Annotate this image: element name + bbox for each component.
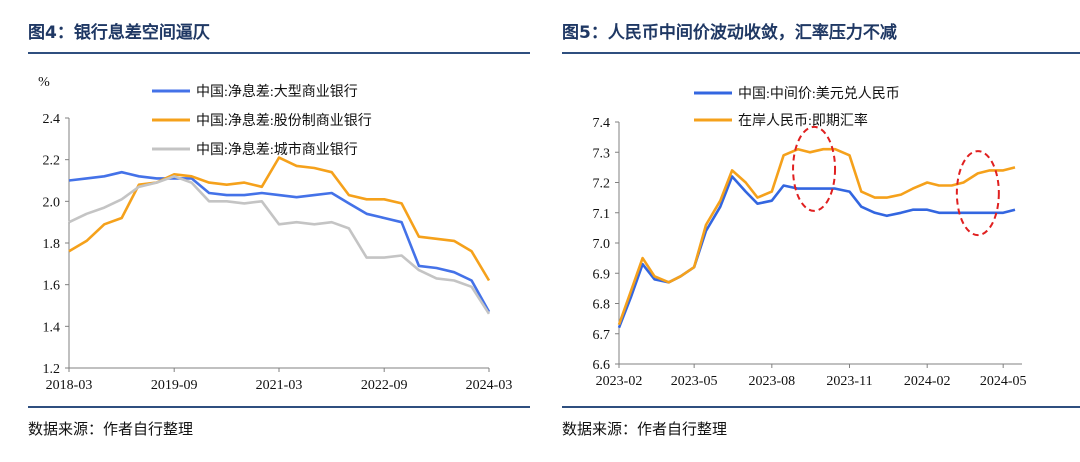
- highlight-ellipse: [792, 125, 837, 212]
- highlight-ellipse: [955, 150, 1000, 237]
- legend-label: 中国:净息差:股份制商业银行: [196, 112, 372, 129]
- legend-label: 中国:净息差:大型商业银行: [196, 83, 358, 100]
- x-tick-label: 2023-05: [671, 374, 718, 389]
- title-divider: [28, 52, 530, 54]
- series-line: [617, 147, 1016, 326]
- x-tick-label: 2023-11: [826, 374, 872, 389]
- series-line: [68, 175, 491, 315]
- right-panel: 图5：人民币中间价波动收敛，汇率压力不减 6.6 6.7 6.8 6.9 7.0 7.1 7…: [548, 0, 1080, 462]
- title-divider: [562, 52, 1080, 54]
- y-tick-label: 1.6: [43, 279, 61, 294]
- x-tick-label: 2023-02: [596, 374, 643, 389]
- y-tick-label: 1.8: [43, 237, 61, 252]
- y-tick-label: 7.1: [593, 207, 611, 222]
- y-tick-label: 6.7: [593, 328, 611, 343]
- y-tick-label: 2.4: [43, 112, 61, 127]
- x-tick-label: 2023-08: [748, 374, 795, 389]
- figure-title: 图4：银行息差空间逼仄: [28, 23, 210, 43]
- series-line: [68, 156, 491, 282]
- net-interest-margin-chart: 1.2 1.4 1.6 1.8 2.0 2.2 2.4% 2018-03 2019-09 2021…: [38, 75, 513, 393]
- x-tick-label: 2022-09: [361, 378, 408, 393]
- legend-label: 在岸人民币:即期汇率: [738, 112, 868, 129]
- rmb-exchange-rate-chart: 6.6 6.7 6.8 6.9 7.0 7.1 7.2 7.3 7.4 2023-02 2023-0…: [593, 86, 1027, 389]
- x-tick-label: 2019-09: [151, 378, 198, 393]
- legend-label: 中国:净息差:城市商业银行: [196, 141, 358, 158]
- source-divider: [562, 406, 1080, 408]
- y-tick-label: 1.4: [43, 320, 61, 335]
- x-tick-label: 2018-03: [46, 378, 93, 393]
- y-tick-label: 6.6: [593, 358, 611, 373]
- x-tick-label: 2024-05: [980, 374, 1027, 389]
- series-line: [617, 175, 1016, 329]
- y-tick-label: 2.2: [43, 154, 61, 169]
- source-divider: [28, 406, 530, 408]
- figure-title: 图5：人民币中间价波动收敛，汇率压力不减: [562, 23, 897, 43]
- y-tick-label: 7.4: [593, 116, 611, 131]
- source-note: 数据来源：作者自行整理: [562, 420, 728, 438]
- x-tick-label: 2021-03: [256, 378, 303, 393]
- y-tick-label: 6.9: [593, 267, 611, 282]
- y-axis-unit: %: [38, 75, 50, 90]
- legend-label: 中国:中间价:美元兑人民币: [738, 86, 900, 102]
- y-tick-label: 6.8: [593, 298, 611, 313]
- left-panel: 图4：银行息差空间逼仄 1.2 1.4 1.6 1.8 2.0 2.2 2.4% 2018-0…: [0, 0, 530, 462]
- x-tick-label: 2024-03: [466, 378, 513, 393]
- y-tick-label: 2.0: [43, 195, 61, 210]
- y-tick-label: 1.2: [43, 362, 61, 377]
- x-tick-label: 2024-02: [904, 374, 951, 389]
- y-tick-label: 7.0: [593, 237, 611, 252]
- series-line: [68, 170, 491, 313]
- y-tick-label: 7.2: [593, 177, 611, 192]
- source-note: 数据来源：作者自行整理: [28, 420, 194, 438]
- y-tick-label: 7.3: [593, 146, 611, 161]
